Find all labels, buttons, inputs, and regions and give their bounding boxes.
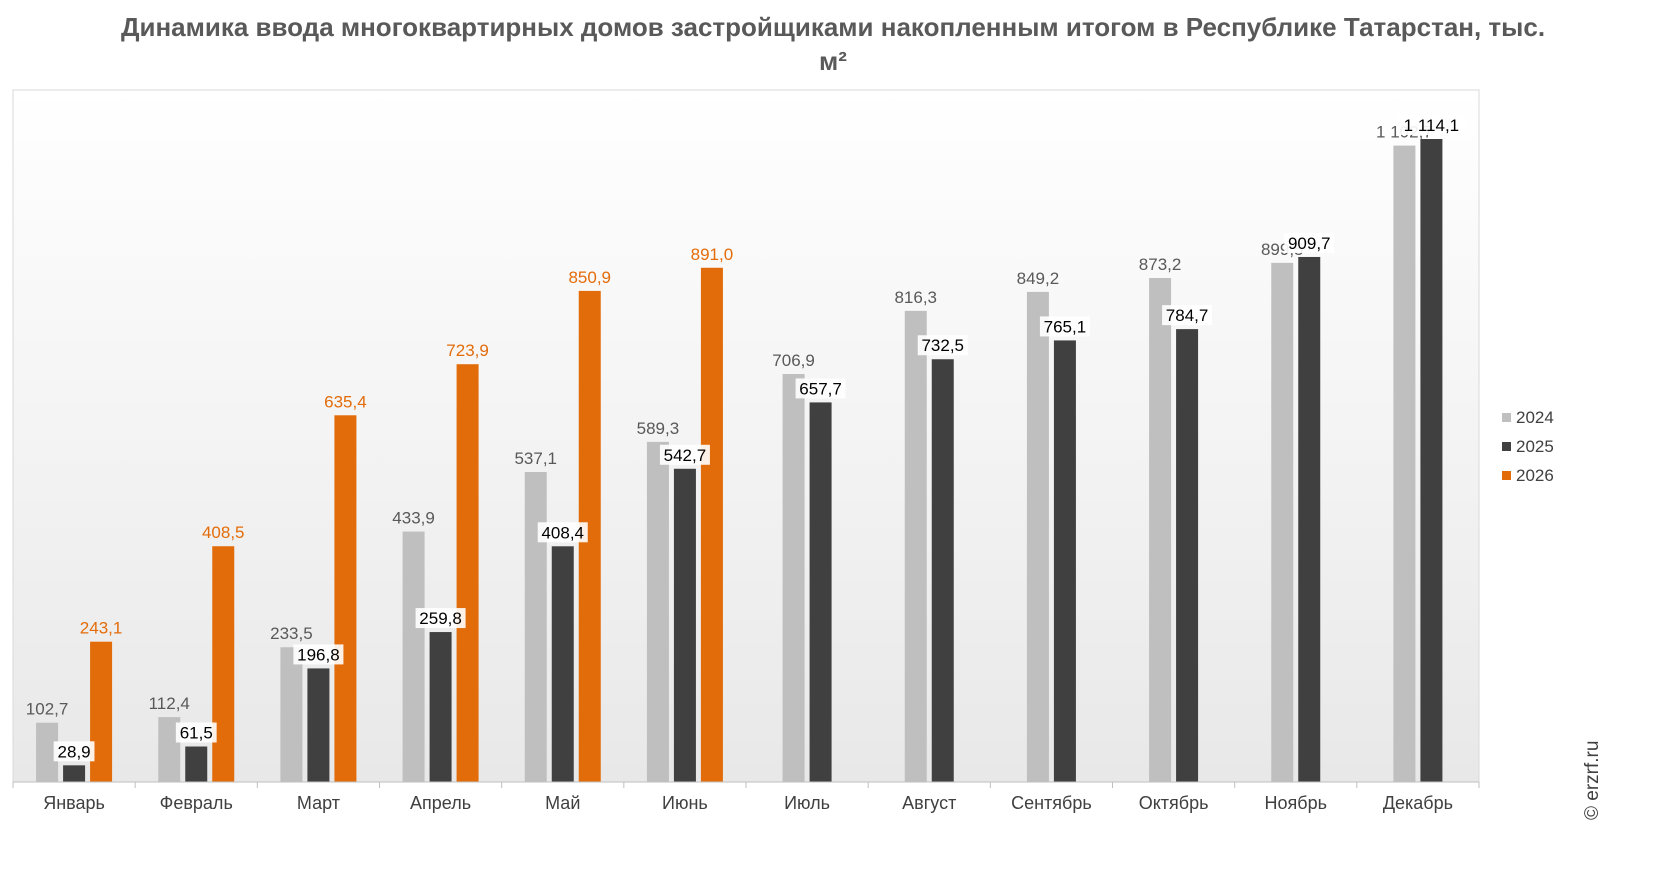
legend-swatch-2025	[1502, 442, 1511, 451]
data-label-2025: 542,7	[664, 446, 707, 465]
legend-label-2024: 2024	[1516, 408, 1554, 427]
bar-2026	[334, 415, 357, 782]
bar-2024	[782, 374, 805, 782]
data-label-2024: 233,5	[270, 624, 313, 643]
data-label-backdrop	[659, 444, 710, 465]
data-label-2025: 61,5	[180, 724, 213, 743]
data-label-2025: 1 114,1	[1404, 116, 1459, 135]
data-label-2026: 243,1	[80, 619, 123, 638]
plot-area	[12, 89, 1480, 783]
bar-2026	[90, 641, 113, 782]
data-label-2024: 102,7	[26, 700, 69, 719]
x-tick-label: Декабрь	[1383, 793, 1453, 813]
bar-2025	[429, 632, 452, 782]
data-label-2024: 433,9	[392, 509, 435, 528]
data-label-2024: 873,2	[1139, 255, 1182, 274]
data-label-backdrop	[537, 522, 588, 543]
data-label-backdrop	[293, 644, 344, 665]
data-label-2024: 537,1	[514, 449, 557, 468]
bar-2024	[158, 717, 181, 782]
bar-2026	[578, 290, 601, 782]
bar-2025	[931, 359, 954, 782]
bar-2025	[1420, 139, 1443, 782]
bar-2024	[904, 310, 927, 782]
data-label-backdrop	[1397, 115, 1466, 135]
data-label-backdrop	[1162, 305, 1213, 326]
bar-2024	[1149, 278, 1172, 782]
bar-2024	[1026, 291, 1049, 782]
bar-2024	[402, 531, 425, 782]
data-label-2026: 723,9	[446, 341, 489, 360]
data-label-2024: 706,9	[772, 351, 815, 370]
data-label-2025: 784,7	[1166, 306, 1209, 325]
legend-label-2025: 2025	[1516, 437, 1554, 456]
bar-2024	[646, 441, 669, 782]
watermark-text: © erzrf.ru	[1582, 740, 1603, 820]
x-tick-label: Март	[297, 793, 340, 813]
data-label-2025: 657,7	[799, 379, 842, 398]
bar-2025	[63, 765, 86, 782]
bar-2026	[212, 546, 235, 782]
data-label-2026: 891,0	[691, 245, 734, 264]
data-label-2024: 589,3	[637, 419, 680, 438]
data-label-2026: 635,4	[324, 392, 367, 411]
bar-2024	[1271, 262, 1294, 782]
bar-2024	[36, 722, 59, 782]
bar-2025	[809, 402, 832, 782]
bar-2024	[524, 472, 547, 782]
data-label-2025: 909,7	[1288, 234, 1331, 253]
data-label-2026: 850,9	[568, 268, 611, 287]
legend-label-2026: 2026	[1516, 466, 1554, 485]
x-tick-label: Февраль	[160, 793, 233, 813]
data-label-2025: 765,1	[1044, 317, 1087, 336]
data-label-backdrop	[53, 741, 95, 762]
bar-2025	[307, 668, 330, 782]
data-label-2024: 112,4	[149, 694, 190, 713]
data-label-2025: 408,4	[541, 523, 584, 542]
data-label-2026: 408,5	[202, 523, 245, 542]
bar-2025	[673, 468, 696, 782]
data-label-backdrop	[917, 335, 968, 356]
x-tick-label: Сентябрь	[1011, 793, 1092, 813]
x-tick-label: Июль	[784, 793, 830, 813]
x-tick-label: Июнь	[662, 793, 708, 813]
x-tick-label: Октябрь	[1139, 793, 1209, 813]
bar-2025	[1053, 340, 1076, 782]
x-tick-label: Апрель	[410, 793, 471, 813]
legend-swatch-2026	[1502, 471, 1511, 480]
x-tick-label: Август	[902, 793, 956, 813]
bar-2025	[1176, 329, 1199, 782]
bar-2026	[700, 267, 723, 782]
legend-swatch-2024	[1502, 413, 1511, 422]
data-label-backdrop	[1039, 316, 1090, 337]
x-tick-label: Май	[545, 793, 580, 813]
data-label-backdrop	[795, 378, 846, 399]
bar-2025	[185, 746, 208, 782]
data-label-2025: 28,9	[58, 742, 91, 761]
x-tick-label: Ноябрь	[1265, 793, 1327, 813]
bar-2024	[1393, 145, 1416, 783]
bar-2026	[456, 364, 479, 782]
bar-2025	[551, 546, 574, 782]
x-tick-label: Январь	[43, 793, 105, 813]
bar-2025	[1298, 256, 1321, 782]
data-label-2025: 196,8	[297, 645, 340, 664]
data-label-backdrop	[1284, 232, 1335, 253]
data-label-2025: 732,5	[921, 336, 964, 355]
data-label-backdrop	[175, 722, 217, 743]
data-label-2025: 259,8	[419, 609, 462, 628]
data-label-backdrop	[415, 608, 466, 629]
chart-title: Динамика ввода многоквартирных домов зас…	[120, 12, 1546, 76]
bar-2024	[280, 647, 303, 782]
data-label-2024: 816,3	[894, 288, 937, 307]
data-label-2024: 849,2	[1017, 269, 1060, 288]
